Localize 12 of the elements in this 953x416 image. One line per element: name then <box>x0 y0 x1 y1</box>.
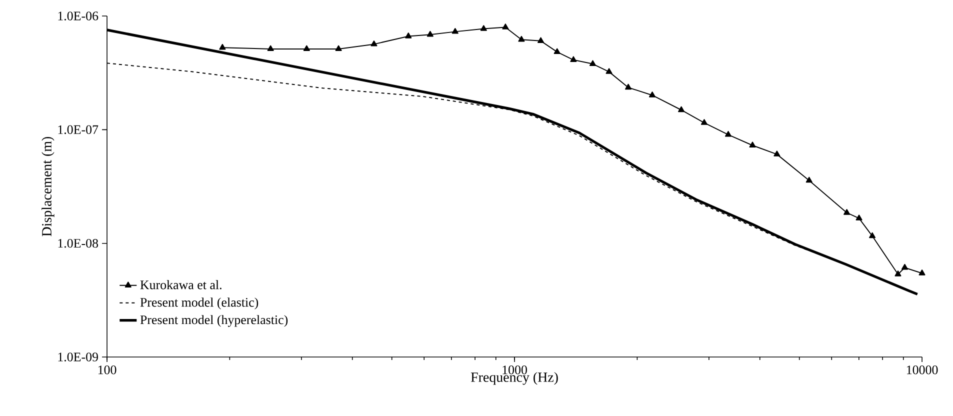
legend-label: Present model (elastic) <box>140 298 258 310</box>
legend-label: Present model (hyperelastic) <box>140 315 288 327</box>
y-tick-label: 1.0E-09 <box>58 352 98 362</box>
x-tick-label: 1000 <box>502 366 527 374</box>
y-tick-label: 1.0E-07 <box>58 125 98 134</box>
x-axis-title: Frequency (Hz) <box>470 372 558 385</box>
legend-label: Kurokawa et al. <box>140 280 222 290</box>
x-tick-label: 10000 <box>906 366 938 374</box>
y-tick-label: 1.0E-08 <box>58 238 98 248</box>
y-tick-label: 1.0E-06 <box>58 12 98 20</box>
y-axis-title: Displacement (m) <box>42 136 54 236</box>
x-tick-label: 100 <box>98 366 116 374</box>
